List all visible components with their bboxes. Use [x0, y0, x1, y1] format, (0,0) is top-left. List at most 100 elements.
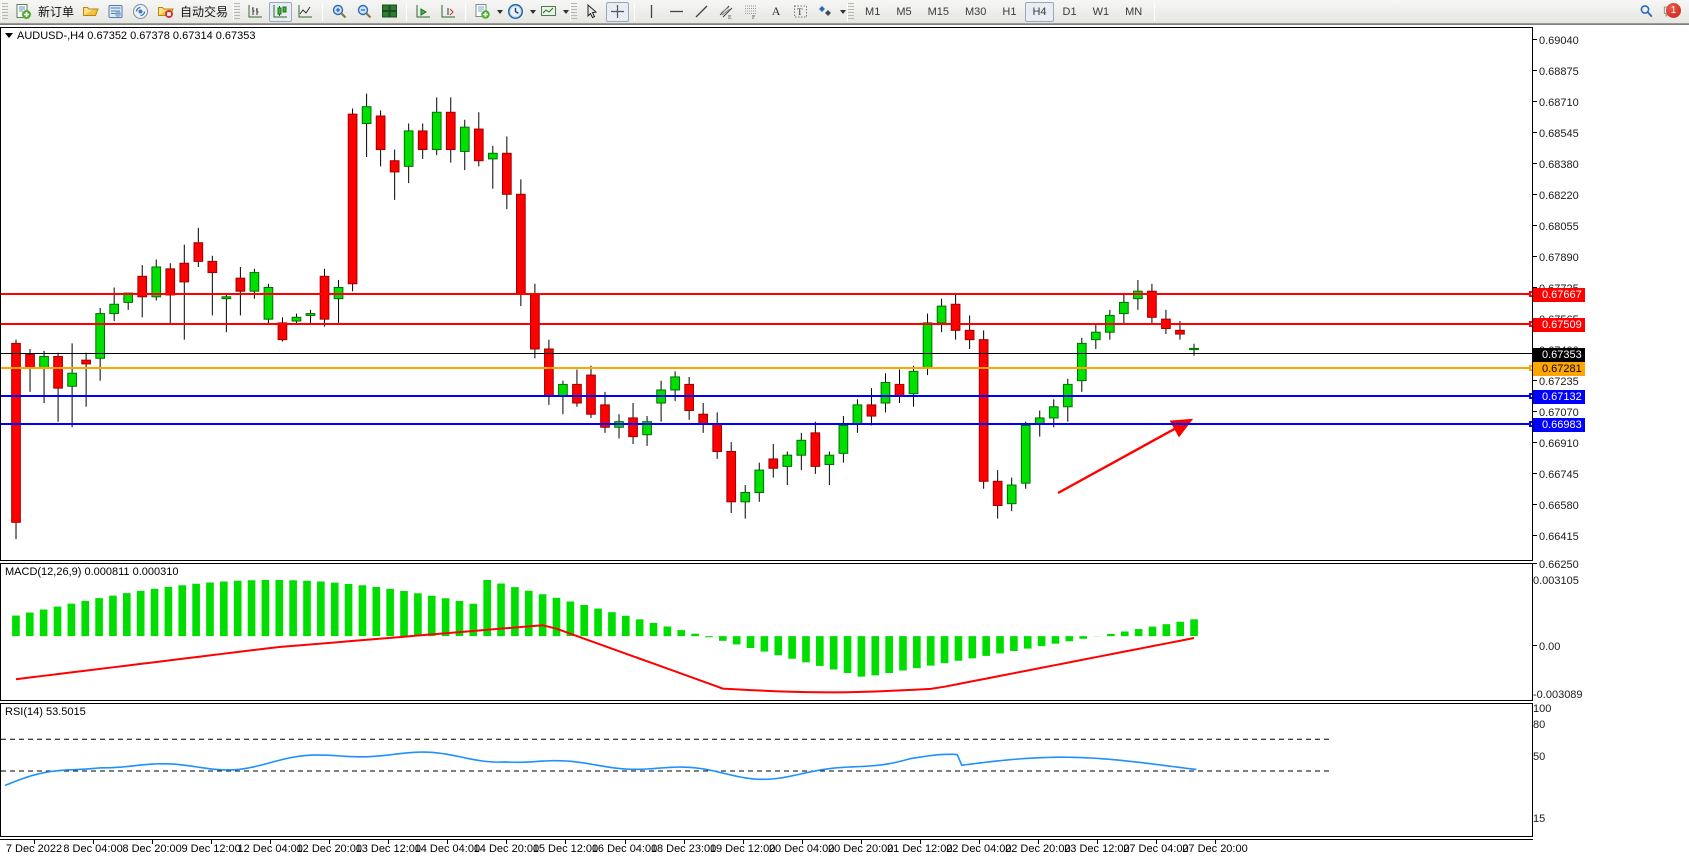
level-line-0.67509[interactable]: [1, 321, 1532, 327]
timeframe-m5[interactable]: M5: [896, 5, 912, 18]
price-tick: 0.68875: [1533, 66, 1579, 79]
open-folder-icon[interactable]: [79, 2, 102, 22]
toolbar-grip-4[interactable]: [847, 2, 855, 21]
timeframe-d1[interactable]: D1: [1062, 5, 1077, 18]
time-gridline: [506, 840, 508, 844]
shapes-icon[interactable]: [814, 2, 837, 22]
time-tick: 22 Dec 20:00: [1005, 843, 1071, 855]
candlestick-chart-icon[interactable]: [269, 1, 293, 22]
data-window-icon[interactable]: [104, 2, 127, 22]
timeframe-h4[interactable]: H4: [1025, 1, 1054, 22]
price-level-badge[interactable]: 0.66983: [1533, 418, 1585, 432]
price-tick: 0.66910: [1533, 438, 1579, 451]
add-indicator-icon[interactable]: [471, 2, 494, 22]
time-gridline: [93, 840, 95, 844]
price-pane-label: AUDUSD-,H4 0.67352 0.67378 0.67314 0.673…: [5, 30, 256, 42]
macd-pane[interactable]: MACD(12,26,9) 0.000811 0.000310: [0, 563, 1533, 701]
price-axis[interactable]: 0.69040 0.68875 0.68710 0.68545 0.68380 0.682…: [1533, 27, 1689, 837]
chart-area[interactable]: AUDUSD-,H4 0.67352 0.67378 0.67314 0.673…: [0, 24, 1689, 861]
chart-shift-icon[interactable]: [412, 2, 435, 22]
notification-icon[interactable]: 1: [1660, 2, 1682, 21]
price-level-badge[interactable]: 0.67353: [1533, 348, 1585, 362]
macd-plot: [12, 579, 1198, 694]
price-level-badge[interactable]: 0.67509: [1533, 318, 1585, 332]
timeframe-m30[interactable]: M30: [965, 5, 987, 18]
new-order-button[interactable]: [12, 2, 35, 22]
price-tick: 0.67235: [1533, 376, 1579, 389]
trendline-icon[interactable]: [690, 2, 713, 22]
level-line-0.67281[interactable]: [1, 365, 1532, 371]
horizontal-line-icon[interactable]: [665, 2, 688, 22]
fibonacci-icon[interactable]: F: [740, 2, 763, 22]
time-tick: 14 Dec 04:00: [414, 843, 481, 855]
time-tick: 27 Dec 04:00: [1123, 843, 1189, 855]
rsi-pane[interactable]: RSI(14) 53.5015: [0, 703, 1533, 837]
timeframe-m1[interactable]: M1: [865, 5, 881, 18]
level-handle[interactable]: [1529, 321, 1532, 327]
search-icon[interactable]: [1635, 2, 1658, 22]
price-pane[interactable]: AUDUSD-,H4 0.67352 0.67378 0.67314 0.673…: [0, 27, 1533, 561]
time-gridline: [565, 840, 567, 844]
level-handle[interactable]: [1529, 393, 1532, 399]
price-tick: 0.68220: [1533, 190, 1579, 203]
template-icon[interactable]: [537, 2, 560, 22]
level-handle[interactable]: [1529, 365, 1532, 371]
price-tick: 0.68545: [1533, 128, 1579, 141]
time-gridline: [270, 840, 272, 844]
period-icon[interactable]: [504, 2, 527, 22]
equidistant-channel-icon[interactable]: E: [715, 2, 738, 22]
level-line-0.67132[interactable]: [1, 393, 1532, 399]
text-label-icon[interactable]: T: [789, 2, 812, 22]
toolbar-grip-3[interactable]: [570, 2, 578, 21]
add-indicator-caret-icon[interactable]: [497, 9, 504, 14]
rsi-tick: 15: [1533, 813, 1546, 825]
price-tick: 0.69040: [1533, 35, 1579, 48]
toolbar-grip[interactable]: [1, 2, 8, 21]
time-gridline: [388, 840, 390, 844]
price-level-badge[interactable]: 0.67281: [1533, 362, 1585, 376]
time-gridline: [683, 840, 685, 844]
timeframe-h1[interactable]: H1: [1002, 5, 1017, 18]
level-line-0.67667[interactable]: [1, 291, 1532, 297]
timeframe-mn[interactable]: MN: [1125, 5, 1143, 18]
zoom-in-icon[interactable]: [328, 2, 351, 22]
time-gridline: [624, 840, 626, 844]
level-handle[interactable]: [1529, 421, 1532, 427]
time-tick: 19 Dec 12:00: [709, 843, 776, 855]
time-gridline: [801, 840, 803, 844]
signals-icon[interactable]: [129, 2, 152, 22]
time-tick: 8 Dec 04:00: [63, 843, 123, 855]
bar-chart-icon[interactable]: [244, 2, 267, 22]
toolbar-grip-2[interactable]: [233, 2, 241, 21]
macd-tick: 0.003105: [1533, 575, 1579, 587]
level-handle[interactable]: [1529, 291, 1532, 297]
rsi-plot: [1, 738, 1331, 787]
collapse-triangle-icon[interactable]: [5, 33, 13, 38]
arrow-cursor-icon[interactable]: [581, 2, 604, 22]
price-level-badge[interactable]: 0.67667: [1533, 288, 1585, 302]
period-caret-icon[interactable]: [530, 9, 537, 14]
timeframe-w1[interactable]: W1: [1092, 5, 1110, 18]
auto-trading-icon[interactable]: [154, 2, 177, 22]
text-icon[interactable]: A: [771, 4, 781, 18]
time-gridline: [152, 840, 154, 844]
tile-windows-icon[interactable]: [378, 2, 401, 22]
time-tick: 7 Dec 2022: [5, 843, 63, 855]
crosshair-icon[interactable]: [606, 1, 630, 22]
template-caret-icon[interactable]: [563, 9, 570, 14]
rsi-tick: 50: [1533, 751, 1546, 763]
time-tick: 23 Dec 12:00: [1064, 843, 1130, 855]
line-chart-icon[interactable]: [294, 2, 317, 22]
time-tick: 14 Dec 20:00: [473, 843, 540, 855]
vertical-line-icon[interactable]: [640, 2, 663, 22]
timeframe-m15[interactable]: M15: [927, 5, 949, 18]
price-tick: 0.67890: [1533, 252, 1579, 265]
time-axis[interactable]: 7 Dec 2022 8 Dec 04:00 8 Dec 20:00 9 Dec 12…: [0, 839, 1533, 861]
level-line-current-price: [1, 353, 1532, 354]
zoom-out-icon[interactable]: [353, 2, 376, 22]
time-tick: 20 Dec 20:00: [827, 843, 894, 855]
shapes-caret-icon[interactable]: [840, 9, 847, 14]
auto-scroll-icon[interactable]: [437, 2, 460, 22]
level-line-0.66983[interactable]: [1, 421, 1532, 427]
price-level-badge[interactable]: 0.67132: [1533, 390, 1585, 404]
